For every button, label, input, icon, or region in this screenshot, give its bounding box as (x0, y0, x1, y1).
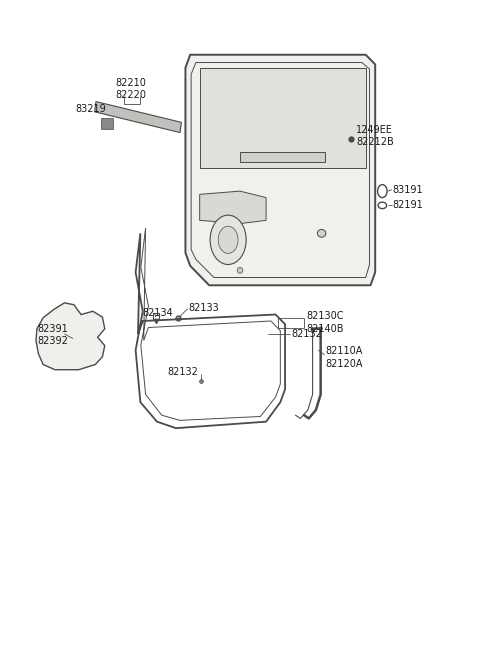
Circle shape (218, 226, 238, 253)
Polygon shape (95, 102, 181, 132)
Text: 82391
82392: 82391 82392 (37, 324, 68, 346)
Polygon shape (200, 67, 366, 168)
Ellipse shape (317, 229, 326, 237)
Ellipse shape (237, 267, 243, 273)
Polygon shape (185, 55, 375, 286)
Text: 82191: 82191 (393, 200, 423, 210)
Text: 82130C
82140B: 82130C 82140B (306, 311, 344, 333)
Text: 83191: 83191 (393, 185, 423, 195)
Polygon shape (200, 191, 266, 223)
Circle shape (210, 215, 246, 265)
Polygon shape (36, 303, 105, 369)
Text: 82134: 82134 (143, 308, 173, 318)
Text: 82132: 82132 (291, 329, 322, 339)
Polygon shape (240, 152, 325, 162)
Text: 82132: 82132 (168, 367, 199, 377)
Text: 1249EE
82212B: 1249EE 82212B (356, 124, 394, 147)
Text: 82133: 82133 (189, 303, 219, 313)
Text: 83219: 83219 (75, 104, 106, 114)
Polygon shape (101, 118, 113, 130)
Text: 82110A
82120A: 82110A 82120A (325, 346, 363, 369)
Text: 82210
82220: 82210 82220 (115, 78, 146, 100)
